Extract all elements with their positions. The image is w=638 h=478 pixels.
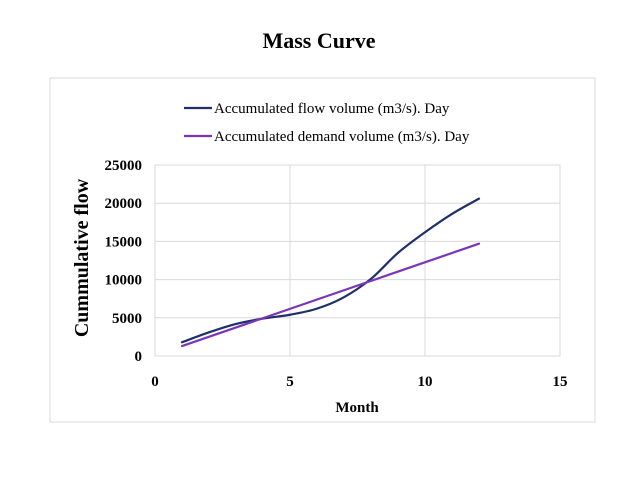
y-tick-label: 20000 (105, 196, 143, 212)
gridlines (154, 164, 561, 357)
y-tick-label: 0 (135, 349, 143, 365)
legend-label-2: Accumulated demand volume (m3/s). Day (214, 129, 470, 145)
y-tick-label: 15000 (105, 234, 143, 250)
tick-labels: 0 5 10 15 0 5000 10000 15000 20000 25000 (105, 158, 568, 390)
y-axis-title: Cummulative flow (71, 178, 93, 337)
x-tick-label: 0 (151, 374, 159, 390)
legend: Accumulated flow volume (m3/s). Day Accum… (184, 101, 470, 145)
plot-area (154, 164, 561, 357)
legend-label-1: Accumulated flow volume (m3/s). Day (214, 101, 450, 117)
y-tick-label: 5000 (112, 311, 142, 327)
x-tick-label: 15 (553, 374, 568, 390)
series-layer (180, 197, 481, 348)
x-axis-title: Month (335, 400, 379, 416)
x-tick-label: 5 (286, 374, 294, 390)
series-line-2 (180, 242, 481, 348)
y-tick-label: 25000 (105, 158, 143, 174)
y-tick-label: 10000 (105, 273, 143, 289)
series-line-1 (180, 197, 481, 344)
chart-title: Mass Curve (262, 28, 375, 53)
x-tick-label: 10 (418, 374, 433, 390)
